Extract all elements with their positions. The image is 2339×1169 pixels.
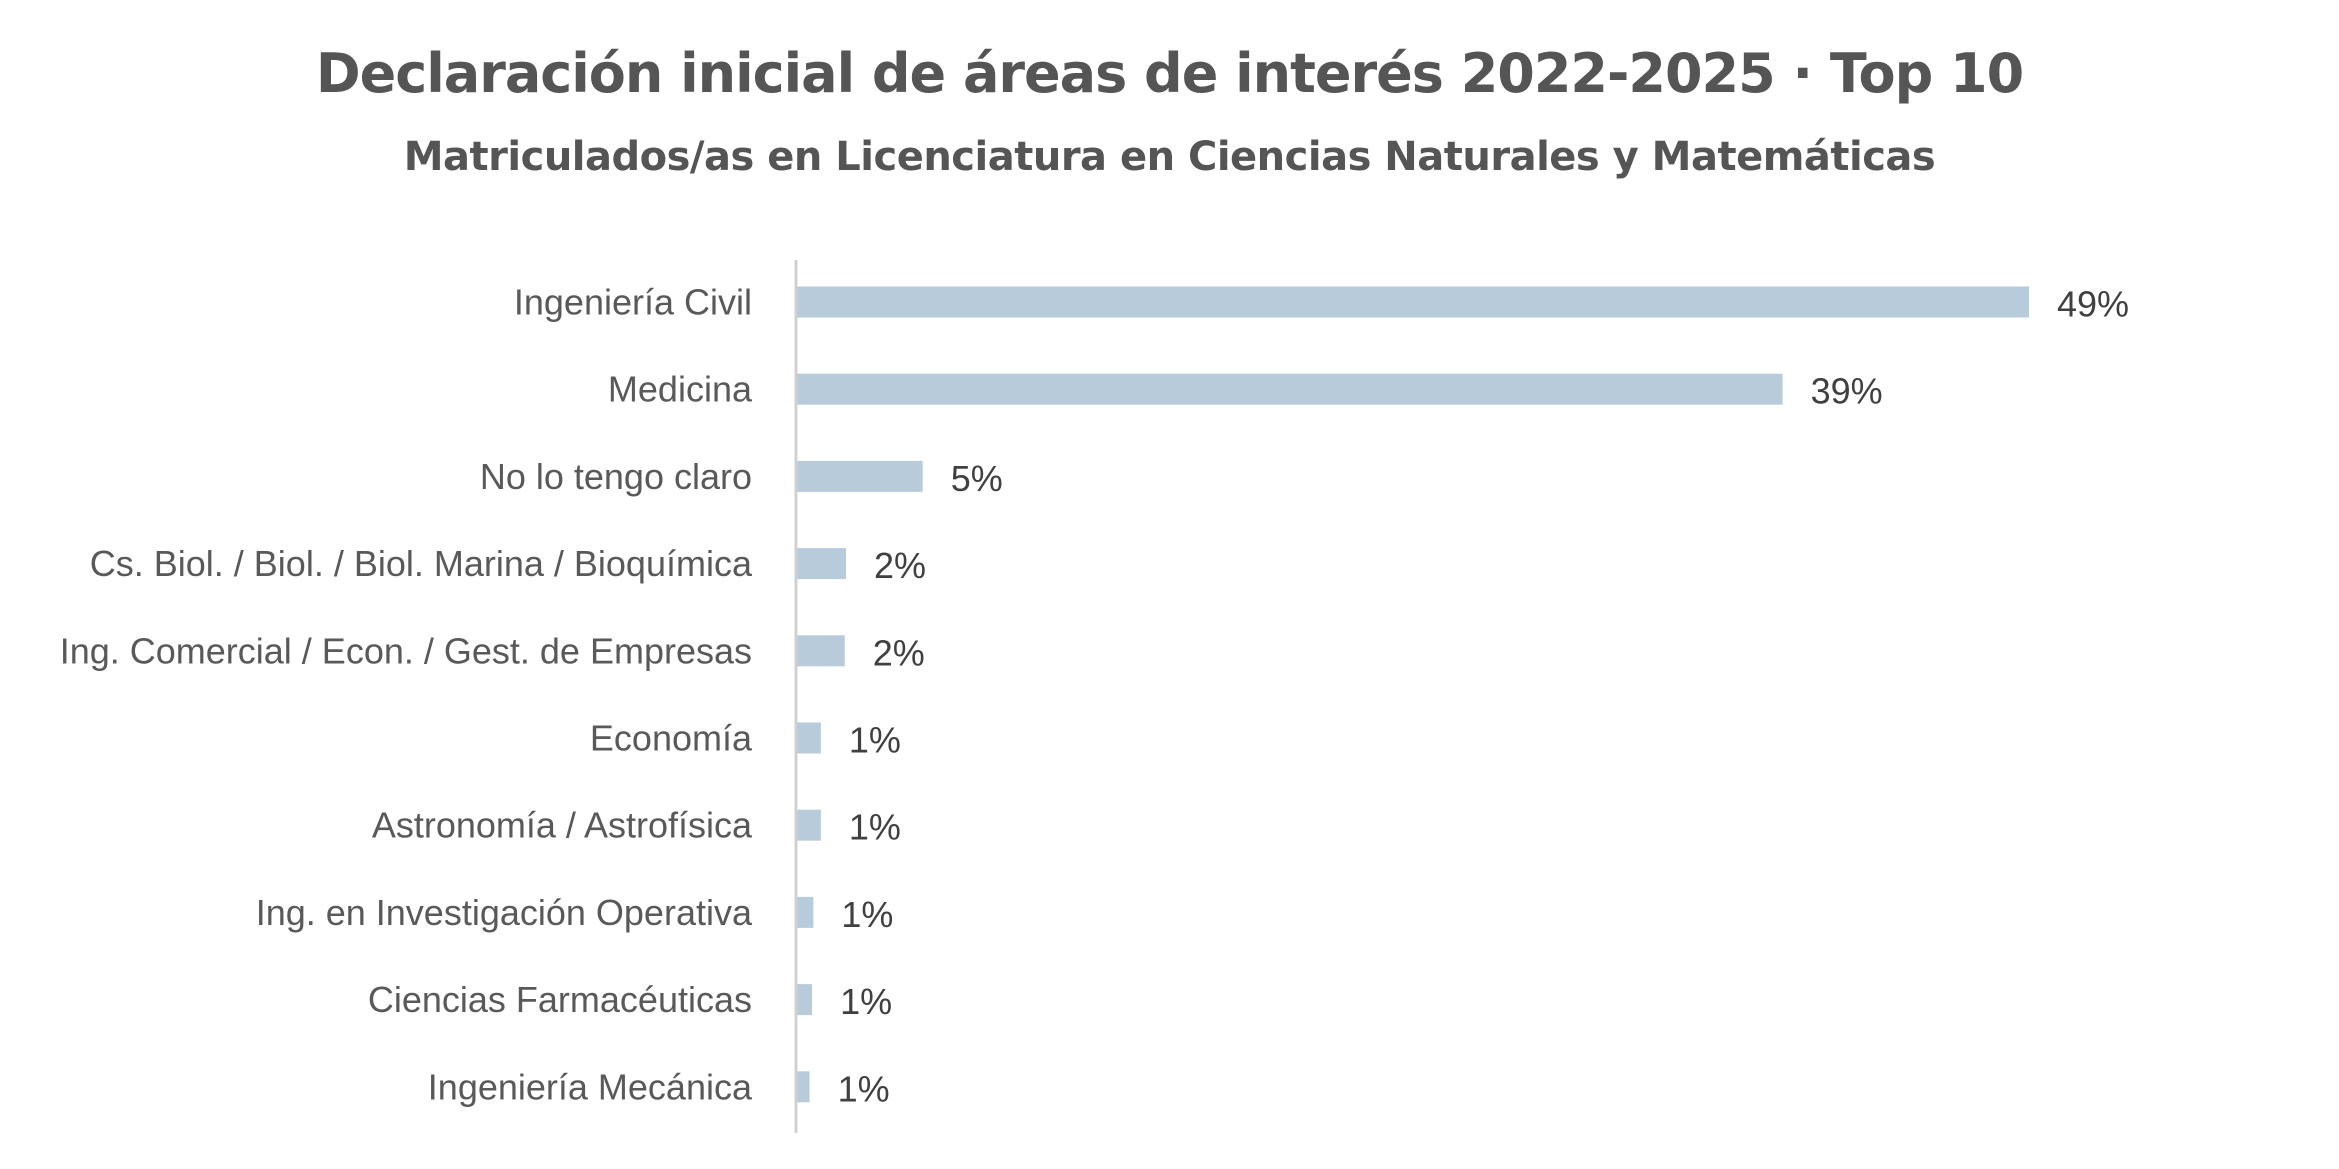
value-label: 2%: [873, 632, 925, 673]
category-label: Economía: [590, 718, 753, 759]
bar: [797, 896, 814, 928]
category-label: Ciencias Farmacéuticas: [368, 979, 752, 1020]
bar: [797, 635, 845, 667]
category-label: Medicina: [608, 369, 753, 410]
bar: [797, 984, 813, 1016]
value-label: 2%: [874, 545, 926, 586]
bar: [797, 809, 821, 841]
chart-title: Declaración inicial de áreas de interés …: [315, 42, 2024, 105]
bar: [797, 722, 821, 754]
category-label: Ing. Comercial / Econ. / Gest. de Empres…: [60, 630, 752, 671]
value-label: 39%: [1811, 371, 1883, 412]
bars-group: Ingeniería Civil 49% Medicina 39% No lo teng…: [60, 282, 2129, 1110]
chart-subtitle: Matriculados/as en Licenciatura en Cienc…: [403, 134, 1936, 180]
value-label: 5%: [951, 458, 1003, 499]
category-label: Cs. Biol. / Biol. / Biol. Marina / Bioqu…: [90, 543, 753, 584]
value-label: 1%: [841, 894, 893, 935]
category-label: No lo tengo claro: [480, 456, 752, 497]
bar: [797, 460, 923, 492]
bar: [797, 548, 847, 580]
category-label: Ingeniería Civil: [514, 282, 752, 323]
value-label: 1%: [840, 981, 892, 1022]
category-label: Ingeniería Mecánica: [428, 1066, 753, 1107]
category-label: Astronomía / Astrofísica: [372, 805, 753, 846]
value-label: 1%: [849, 807, 901, 848]
bar: [797, 286, 2029, 318]
category-label: Ing. en Investigación Operativa: [256, 892, 753, 933]
value-label: 49%: [2057, 284, 2129, 325]
value-label: 1%: [838, 1068, 890, 1109]
value-label: 1%: [849, 720, 901, 761]
bar: [797, 373, 1783, 405]
bar: [797, 1071, 810, 1103]
